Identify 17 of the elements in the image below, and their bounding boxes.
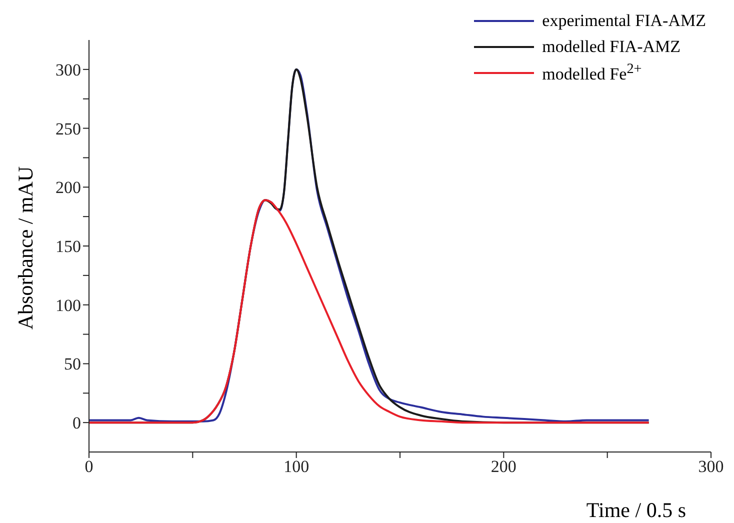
x-axis-title: Time / 0.5 s: [586, 498, 686, 522]
y-tick-label: 200: [56, 178, 81, 198]
y-tick-label: 0: [72, 414, 81, 433]
x-tick-label: 200: [490, 457, 516, 476]
x-tick-label: 0: [84, 457, 94, 476]
x-tick-label: 300: [698, 457, 724, 476]
line-series: [89, 199, 650, 424]
y-tick-label: 100: [56, 296, 81, 315]
y-tick-label: 250: [56, 119, 81, 138]
x-tick-label: 100: [284, 457, 310, 476]
legend-label: modelled FIA-AMZ: [542, 37, 681, 57]
y-tick-label: 50: [64, 354, 81, 374]
legend-label: modelled Fe$^{2+}$: [542, 61, 642, 85]
legend-label: experimental FIA-AMZ: [542, 11, 706, 31]
y-tick-label: 300: [56, 60, 81, 80]
y-axis-title: Absorbance / mAU: [14, 166, 38, 330]
y-tick-label: 150: [56, 237, 81, 256]
